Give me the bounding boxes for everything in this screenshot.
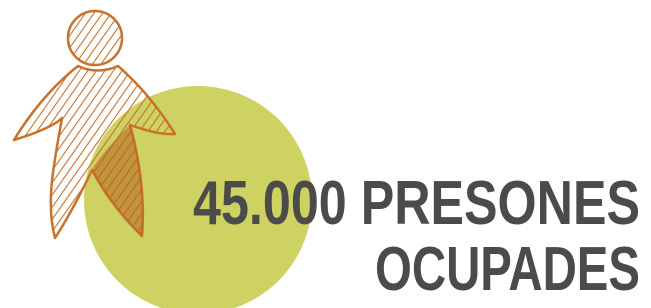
headline-line1: 45.000 PRESONES: [193, 169, 640, 238]
headline-line2: OCUPADES: [375, 235, 640, 304]
infographic: 45.000 PRESONES OCUPADES: [0, 0, 651, 308]
